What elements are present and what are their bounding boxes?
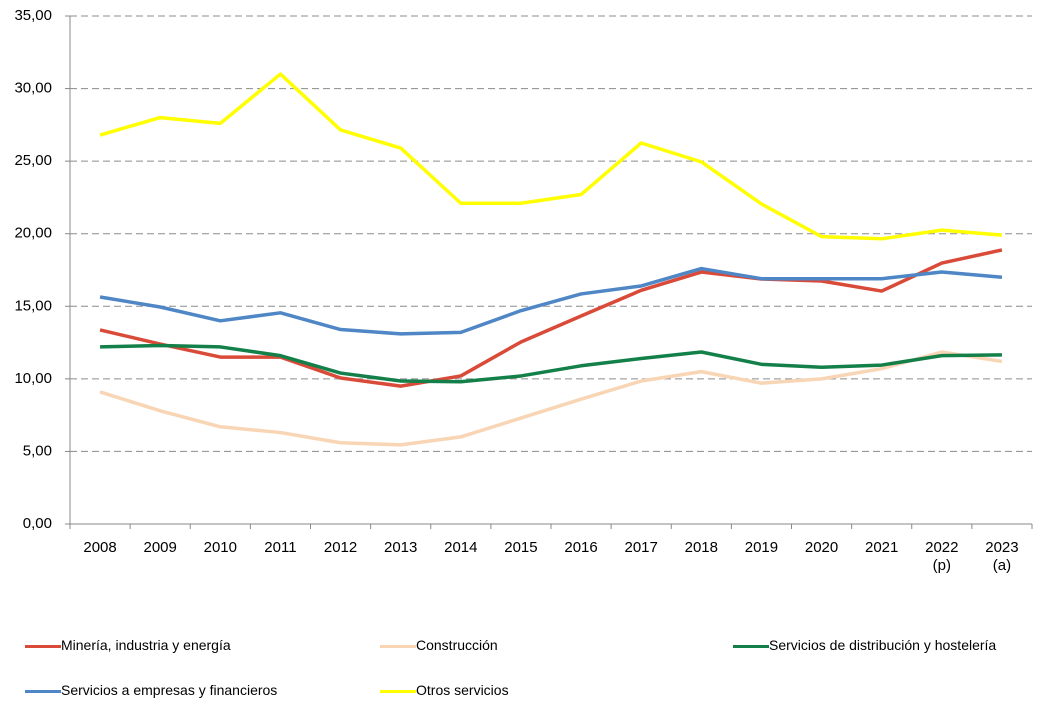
x-tick-label: 2013 [384,539,418,556]
x-tick-label: 2014 [444,539,478,556]
x-tick-label: 2012 [323,539,358,556]
legend-label: Construcción [416,637,498,653]
legend-label: Otros servicios [416,682,509,698]
y-tick-label: 35,00 [14,7,52,24]
legend-label: Servicios de distribución y hostelería [769,637,997,653]
legend-item: Construcción [380,636,498,654]
legend-item: Minería, industria y energía [25,636,231,654]
x-tick-label: 2019 [744,539,779,556]
x-tick-label: 2018 [684,539,718,556]
line-series [99,72,1003,241]
legend-swatch [733,644,769,648]
x-tick-label: 2010 [203,539,237,556]
x-tick-label: 2021 [865,539,899,556]
y-tick-label: 5,00 [23,442,52,459]
x-tick-label: 2015 [504,539,538,556]
x-tick-label: 2008 [83,539,117,556]
x-tick-label: 2020 [804,539,839,556]
legend-swatch [380,689,416,693]
y-tick-label: 0,00 [23,515,52,532]
y-tick-label: 30,00 [14,80,52,97]
legend-item: Servicios de distribución y hostelería [733,636,996,654]
y-tick-label: 25,00 [14,152,52,169]
legend-item: Servicios a empresas y financieros [25,681,277,699]
y-tick-label: 10,00 [14,370,52,387]
line-series [99,248,1003,388]
legend-swatch [380,644,416,648]
x-tick-label: 2017 [624,539,658,556]
legend-label: Minería, industria y energía [61,637,231,653]
x-tick-label: 2011 [264,539,297,556]
legend-item: Otros servicios [380,681,509,699]
line-series [99,350,1003,447]
x-tick-label: 2023 (a) [985,539,1019,574]
y-tick-label: 15,00 [14,297,52,314]
legend-swatch [25,689,61,693]
x-tick-label: 2022 (p) [925,539,959,574]
x-tick-label: 2016 [564,539,598,556]
line-series [100,343,1002,384]
legend-swatch [25,644,61,648]
x-tick-label: 2009 [143,539,177,556]
legend-label: Servicios a empresas y financieros [61,682,278,698]
y-tick-label: 20,00 [14,225,52,242]
line-series [99,266,1003,336]
